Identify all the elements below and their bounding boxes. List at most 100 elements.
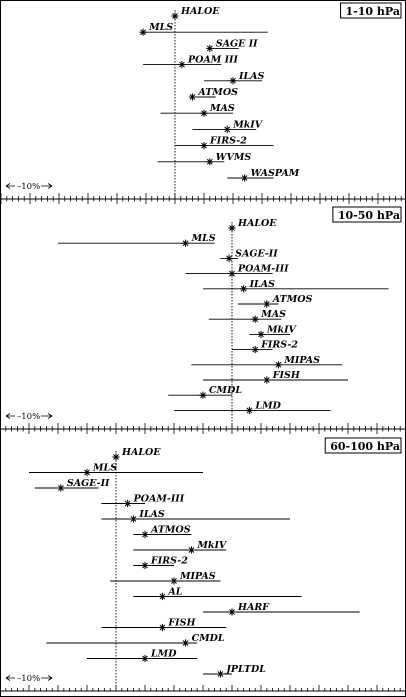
scale-arrow-right [41,675,53,681]
point-marker [129,515,137,523]
data-point-atmos: ATMOS [237,294,313,308]
scale-indicator: –10% [5,412,53,422]
point-label: FIRS-2 [260,340,298,351]
point-marker [141,561,149,570]
point-label: SAGE II [216,38,258,49]
point-marker [225,254,233,262]
point-marker [228,270,236,278]
point-label: HARF [237,602,270,613]
data-point-mas: MAS [208,309,286,323]
point-marker [274,361,282,369]
point-label: ILAS [238,71,264,82]
data-point-wvms: WVMS [157,152,252,166]
scale-arrow-right [41,183,53,189]
data-point-sage-ii: SAGE-II [220,248,278,262]
point-label: ILAS [138,509,164,520]
point-marker [206,44,214,52]
data-point-fish: FISH [101,618,227,632]
data-point-mls: MLS [139,22,268,36]
point-label: MkIV [196,540,228,551]
point-marker [251,346,259,354]
point-marker [241,174,249,182]
data-point-firs-2: FIRS-2 [232,340,298,354]
data-point-haloe: HALOE [171,6,220,20]
panel-3: 60-100 hPa –10% HALOE MLS SAGE-II POAM-III ILA… [0,437,406,692]
data-point-harf: HARF [203,602,360,616]
scale-arrow-left [5,413,15,419]
point-marker [240,285,248,293]
point-label: MAS [260,309,286,320]
point-marker [228,608,236,616]
point-label: MkIV [266,324,298,335]
data-point-haloe: HALOE [228,218,277,232]
point-label: POAM III [187,55,239,66]
panel-title-box [340,2,402,19]
point-label: MkIV [232,119,264,130]
point-marker [200,109,208,117]
point-label: POAM-III [133,494,185,505]
data-point-mipas: MIPAS [191,355,343,369]
point-label: FISH [272,370,301,381]
point-marker [57,484,65,492]
point-label: SAGE-II [235,248,278,259]
point-marker [223,125,231,133]
point-marker [158,592,166,601]
point-label: LMD [150,649,177,660]
point-marker [200,142,208,150]
point-label: MLS [191,233,216,244]
point-marker [263,300,271,308]
point-marker [216,670,224,678]
data-point-cmdl: CMDL [168,385,242,399]
point-label: MIPAS [283,355,320,366]
scale-label: –10% [17,182,40,192]
point-label: JPLTDL [224,664,266,675]
data-point-mkiv: MkIV [249,324,298,338]
point-marker [182,639,190,647]
point-label: SAGE-II [67,478,110,489]
data-point-mipas: MIPAS [110,571,221,585]
data-point-sage-ii: SAGE II [206,38,258,52]
point-marker [141,530,149,539]
point-marker [263,376,271,384]
panel-1: 1-10 hPa –10% HALOE MLS SAGE II POAM III ILASA… [0,2,406,204]
point-marker [251,315,259,323]
point-label: ATMOS [150,525,191,536]
data-point-mas: MAS [160,103,235,117]
point-marker [158,623,166,632]
panel-title: 60-100 hPa [330,440,400,453]
point-marker [228,224,236,232]
scale-arrow-left [5,675,15,681]
data-point-ilas: ILAS [101,509,290,523]
data-point-lmd: LMD [174,400,331,414]
point-marker [257,330,265,338]
data-point-lmd: LMD [87,649,198,663]
scale-indicator: –10% [5,182,53,192]
point-label: WVMS [216,152,252,163]
point-label: MLS [148,22,173,33]
scale-arrow-right [41,413,53,419]
scale-label: –10% [17,674,40,684]
point-marker [229,77,237,85]
point-marker [178,61,186,69]
data-point-mkiv: MkIV [192,119,264,133]
point-marker [206,158,214,166]
data-point-poam-iii: POAM-III [185,264,289,278]
data-point-mkiv: MkIV [133,540,228,554]
point-label: HALOE [180,6,220,17]
scale-label: –10% [17,412,40,422]
data-point-cmdl: CMDL [46,633,225,647]
point-label: WASPAM [251,168,300,179]
data-point-poam-iii: POAM III [143,55,238,69]
point-label: ILAS [249,279,275,290]
point-marker [141,654,149,663]
scale-arrow-left [5,183,15,189]
data-point-fish: FISH [203,370,348,384]
point-marker [182,239,190,247]
point-label: AL [167,587,182,598]
point-label: MAS [209,103,235,114]
point-marker [171,12,179,20]
data-point-ilas: ILAS [203,279,389,293]
point-label: LMD [254,400,281,411]
point-label: MIPAS [179,571,216,582]
